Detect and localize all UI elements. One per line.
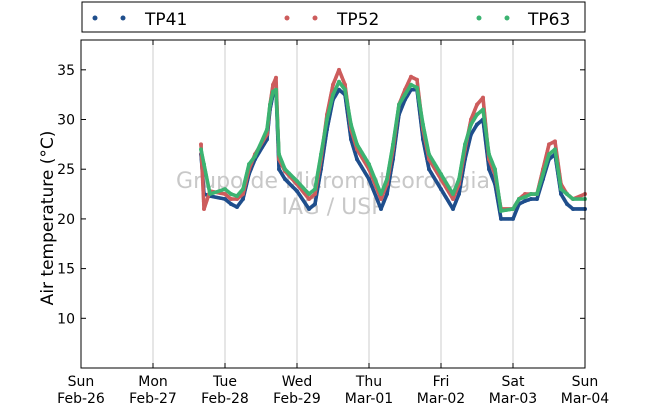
legend-marker-tp41-b [120,15,126,21]
legend-entry-tp41: TP41 [92,10,187,30]
series-tp63 [199,79,587,213]
x-tick-label-date: Feb-26 [57,391,105,407]
legend-marker-tp41 [92,15,98,21]
x-tick-label-dow: Sat [502,374,525,390]
legend-marker-tp52-b [312,15,318,21]
x-tick-label-dow: Thu [355,374,382,390]
legend-marker-tp63-b [504,15,510,21]
legend-marker-tp63 [476,15,482,21]
plot-frame [80,39,586,369]
x-tick-label-date: Mar-04 [561,391,609,407]
y-tick-label: 15 [57,262,75,278]
x-tick-label-date: Mar-03 [489,391,537,407]
x-tick-label-dow: Sun [68,374,95,390]
x-tick-label-date: Mar-01 [345,391,393,407]
y-tick-label: 35 [57,63,75,79]
vertical-grid [152,40,514,368]
y-axis-title: Air temperature (°C) [38,131,58,306]
x-tick-label-date: Feb-29 [273,391,321,407]
y-tick-label: 10 [57,311,75,327]
legend-marker-tp52 [284,15,290,21]
x-tick-label-dow: Wed [282,374,313,390]
x-axis: SunFeb-26MonFeb-27TueFeb-28WedFeb-29ThuM… [57,40,609,407]
x-tick-label-dow: Sun [572,374,599,390]
legend-entry-tp63: TP63 [476,10,570,30]
x-tick-label-dow: Mon [138,374,168,390]
legend: TP41 TP52 TP63 [81,1,586,33]
legend-label-tp41: TP41 [144,10,187,30]
y-axis: 10 15 20 25 30 35 [57,63,585,327]
x-tick-label-date: Mar-02 [417,391,465,407]
legend-label-tp52: TP52 [336,10,379,30]
y-tick-label: 30 [57,113,75,129]
series-layer [199,67,587,221]
x-tick-label-dow: Tue [212,374,237,390]
watermark-line-2: IAG / USP [282,195,385,220]
y-tick-label: 20 [57,212,75,228]
x-tick-label-date: Feb-27 [129,391,177,407]
y-tick-label: 25 [57,162,75,178]
x-tick-label-date: Feb-28 [201,391,249,407]
legend-box [81,1,586,33]
legend-entry-tp52: TP52 [284,10,379,30]
x-tick-label-dow: Fri [433,374,450,390]
legend-label-tp63: TP63 [527,10,570,30]
